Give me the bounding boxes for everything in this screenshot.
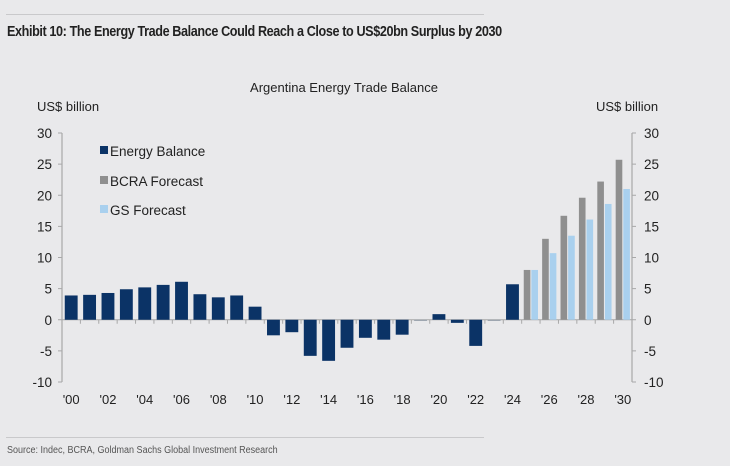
legend-item-energy-balance: Energy Balance xyxy=(100,144,205,159)
y-tick-label-left: 15 xyxy=(37,219,52,234)
bar-bcra-forecast-2028 xyxy=(578,197,586,320)
y-tick-label-left: 25 xyxy=(37,157,52,172)
x-tick-label: '24 xyxy=(504,392,521,407)
bar-energy-balance-2016 xyxy=(358,319,372,338)
x-tick-label: '06 xyxy=(173,392,190,407)
bar-energy-balance-2010 xyxy=(248,306,262,320)
legend-label-bcra-forecast: BCRA Forecast xyxy=(110,174,203,189)
bar-energy-balance-2004 xyxy=(138,287,152,320)
bar-energy-balance-2015 xyxy=(340,319,354,348)
bar-gs-forecast-2030 xyxy=(623,189,630,320)
bar-energy-balance-2023 xyxy=(487,319,501,321)
x-ticks: '00 '02 '04 '06 '08 '10 '12 '14 '16 '18 '20 '22 '24 '… xyxy=(63,319,631,407)
x-tick-label: '14 xyxy=(320,392,337,407)
y-tick-label-right: -10 xyxy=(644,375,664,390)
bar-energy-balance-2007 xyxy=(193,294,207,320)
x-tick-label: '30 xyxy=(614,392,631,407)
y-tick-label-right: 10 xyxy=(644,251,659,266)
bar-energy-balance-2009 xyxy=(230,295,244,320)
legend-swatch-bcra-forecast xyxy=(100,176,108,184)
y-tick-label-right: 15 xyxy=(644,219,659,234)
y-tick-label-left: 0 xyxy=(44,313,52,328)
bar-energy-balance-2024 xyxy=(506,284,519,320)
bar-bcra-forecast-2030 xyxy=(615,159,623,320)
legend-label-energy-balance: Energy Balance xyxy=(110,144,205,159)
legend-swatch-energy-balance xyxy=(100,146,108,154)
bar-energy-balance-2017 xyxy=(377,319,391,340)
x-tick-label: '00 xyxy=(63,392,80,407)
y-axis-label-right: US$ billion xyxy=(596,99,658,114)
bar-energy-balance-2020 xyxy=(432,314,446,320)
bar-gs-forecast-2025 xyxy=(531,269,538,320)
bar-energy-balance-2003 xyxy=(119,289,133,320)
y-ticks-left: 30 25 20 15 10 5 0 -5 -10 xyxy=(32,126,62,390)
x-tick-label: '10 xyxy=(247,392,264,407)
bar-gs-forecast-2029 xyxy=(604,203,612,320)
legend: Energy Balance BCRA Forecast GS Forecast xyxy=(100,144,205,218)
bar-energy-balance-2000 xyxy=(64,295,78,320)
bar-energy-balance-2008 xyxy=(211,297,225,320)
y-axis-label-left: US$ billion xyxy=(37,99,99,114)
top-rule xyxy=(6,14,484,15)
bar-energy-balance-2005 xyxy=(156,284,170,320)
bottom-rule xyxy=(6,437,484,438)
x-tick-label: '20 xyxy=(430,392,447,407)
y-tick-label-left: -5 xyxy=(40,344,52,359)
source-note: Source: Indec, BCRA, Goldman Sachs Globa… xyxy=(7,445,278,456)
x-tick-label: '04 xyxy=(136,392,153,407)
x-tick-label: '28 xyxy=(578,392,595,407)
bar-energy-balance-2021 xyxy=(450,319,464,323)
bar-energy-balance-2002 xyxy=(101,292,115,320)
bar-bcra-forecast-2026 xyxy=(542,238,549,320)
bar-energy-balance-2001 xyxy=(83,294,97,320)
bar-gs-forecast-2027 xyxy=(568,235,575,320)
x-tick-label: '22 xyxy=(467,392,484,407)
y-tick-label-right: 5 xyxy=(644,282,652,297)
y-tick-label-left: 30 xyxy=(37,126,52,141)
bar-energy-balance-2019 xyxy=(414,319,427,321)
x-tick-label: '02 xyxy=(99,392,116,407)
bar-energy-balance-2022 xyxy=(469,319,483,346)
bar-energy-balance-2011 xyxy=(267,319,280,336)
chart-title: Argentina Energy Trade Balance xyxy=(250,80,438,95)
y-tick-label-right: -5 xyxy=(644,344,656,359)
exhibit-title: Exhibit 10: The Energy Trade Balance Cou… xyxy=(7,24,502,40)
y-tick-label-right: 30 xyxy=(644,126,659,141)
bar-gs-forecast-2028 xyxy=(586,219,594,320)
y-tick-label-left: 10 xyxy=(37,251,52,266)
bar-bcra-forecast-2025 xyxy=(523,269,531,320)
y-tick-label-right: 0 xyxy=(644,313,652,328)
legend-item-bcra-forecast: BCRA Forecast xyxy=(100,174,203,189)
x-tick-label: '16 xyxy=(357,392,374,407)
y-tick-label-left: -10 xyxy=(32,375,52,390)
bar-energy-balance-2018 xyxy=(395,319,409,335)
bar-bcra-forecast-2027 xyxy=(560,215,568,320)
bars xyxy=(64,159,630,361)
bar-energy-balance-2006 xyxy=(175,281,188,320)
bar-energy-balance-2012 xyxy=(285,319,299,333)
y-tick-label-right: 20 xyxy=(644,188,659,203)
legend-label-gs-forecast: GS Forecast xyxy=(110,203,186,218)
y-ticks-right: 30 25 20 15 10 5 0 -5 -10 xyxy=(632,126,664,390)
bar-gs-forecast-2026 xyxy=(549,253,557,320)
x-tick-label: '26 xyxy=(541,392,558,407)
y-tick-label-left: 20 xyxy=(37,188,52,203)
bar-energy-balance-2014 xyxy=(322,319,336,361)
y-tick-label-right: 25 xyxy=(644,157,659,172)
legend-item-gs-forecast: GS Forecast xyxy=(100,203,186,218)
bar-energy-balance-2013 xyxy=(303,319,317,356)
y-tick-label-left: 5 xyxy=(44,282,52,297)
x-tick-label: '12 xyxy=(283,392,300,407)
bar-bcra-forecast-2029 xyxy=(597,181,604,320)
x-tick-label: '18 xyxy=(394,392,411,407)
x-tick-label: '08 xyxy=(210,392,227,407)
legend-swatch-gs-forecast xyxy=(100,205,108,213)
